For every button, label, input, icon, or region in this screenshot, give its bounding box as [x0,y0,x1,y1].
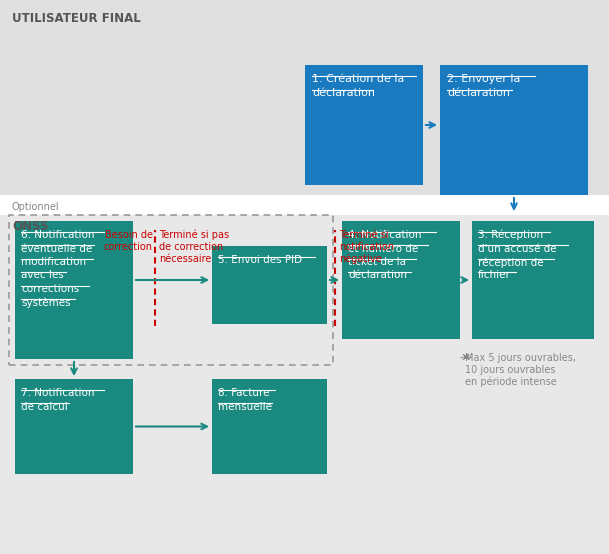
Bar [212,246,327,324]
Bar [0,0,609,195]
Text: UTILISATEUR FINAL: UTILISATEUR FINAL [12,12,141,25]
Bar [0,195,609,215]
Bar [9,215,333,365]
Text: ticket de la: ticket de la [348,257,406,267]
Text: d'un accusé de: d'un accusé de [478,244,557,254]
Text: ONSS: ONSS [12,220,49,233]
Text: 2. Envoyer la: 2. Envoyer la [447,74,520,84]
Text: 4. Notification: 4. Notification [348,230,421,240]
Text: fichier: fichier [478,270,511,280]
Text: 6. Notification: 6. Notification [21,230,94,240]
Text: réception de: réception de [478,257,544,268]
Text: Terminé si
notification
négative: Terminé si notification négative [339,230,394,264]
Text: 5. Envoi des PID: 5. Envoi des PID [218,255,302,265]
Text: avec les: avec les [21,270,64,280]
Text: Optionnel: Optionnel [11,202,58,212]
Bar [305,65,423,185]
Text: éventuelle de: éventuelle de [21,244,92,254]
Text: déclaration: déclaration [447,88,510,98]
Text: et numéro de: et numéro de [348,244,418,254]
Bar [472,221,594,339]
Text: mensuelle: mensuelle [218,402,272,412]
Text: modification: modification [21,257,86,267]
Bar [15,221,133,359]
Bar [212,379,327,474]
Text: Besoin de
correction: Besoin de correction [104,230,153,252]
Text: Max 5 jours ouvrables,
10 jours ouvrables
en période intense: Max 5 jours ouvrables, 10 jours ouvrable… [465,353,576,387]
Bar [0,215,609,554]
Text: systèmes: systèmes [21,297,71,308]
Text: corrections: corrections [21,284,79,294]
Bar [342,221,460,339]
Text: 1. Création de la: 1. Création de la [312,74,404,84]
Bar [440,65,588,195]
Text: Terminé si pas
de correction
nécessaire: Terminé si pas de correction nécessaire [159,230,229,264]
Text: 7. Notification: 7. Notification [21,388,94,398]
Text: 8. Facture: 8. Facture [218,388,270,398]
Text: de calcul: de calcul [21,402,68,412]
Text: 3. Réception: 3. Réception [478,230,543,240]
Text: déclaration: déclaration [348,270,407,280]
Text: déclaration: déclaration [312,88,375,98]
Bar [15,379,133,474]
